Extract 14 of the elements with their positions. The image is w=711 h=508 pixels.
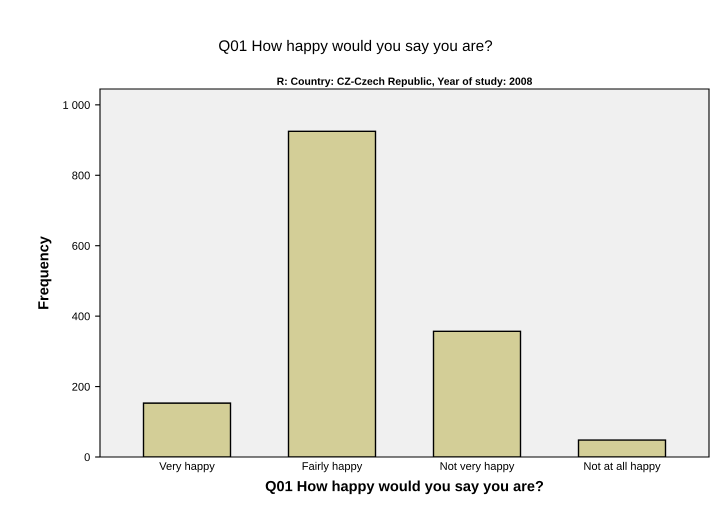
y-tick-label: 400 — [72, 312, 90, 320]
y-tick-label: 0 — [84, 453, 90, 462]
y-tick-label: 1 000 — [63, 101, 90, 109]
chart-subtitle: R: Country: CZ-Czech Republic, Year of study: 2008 — [277, 77, 532, 87]
x-tick-label: Not at all happy — [584, 462, 661, 472]
x-tick-label: Not very happy — [440, 462, 514, 472]
y-axis-title: Frequency — [38, 236, 52, 309]
y-tick-label: 600 — [72, 242, 90, 250]
y-tick-label: 800 — [72, 172, 90, 180]
x-axis-title: Q01 How happy would you say you are? — [266, 480, 544, 494]
x-tick-label: Very happy — [159, 462, 215, 472]
x-tick-label: Fairly happy — [302, 462, 362, 472]
chart-title: Q01 How happy would you say you are? — [219, 40, 492, 54]
y-tick-label: 200 — [72, 382, 90, 391]
